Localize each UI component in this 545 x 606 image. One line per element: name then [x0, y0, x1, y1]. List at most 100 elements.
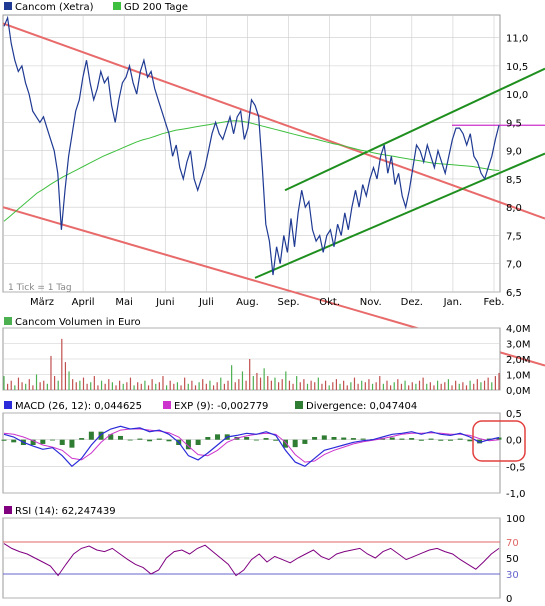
price-x-tick-label: Juli	[198, 297, 214, 308]
divergence-bar	[496, 437, 502, 440]
divergence-bar	[467, 439, 473, 442]
divergence-bar	[156, 438, 162, 440]
divergence-bar	[263, 438, 269, 440]
divergence-bar	[69, 439, 75, 448]
macd-y-tick-label: -1,0	[506, 489, 526, 500]
price-y-tick-label: 8,0	[506, 203, 522, 214]
divergence-bar	[185, 439, 191, 450]
legend-label-volume: Cancom Volumen in Euro	[15, 317, 141, 328]
divergence-bar	[399, 438, 405, 440]
divergence-bar	[244, 437, 250, 440]
divergence-bar	[282, 439, 288, 448]
divergence-bar	[389, 437, 395, 440]
price-y-tick-label: 9,0	[506, 147, 522, 158]
price-y-tick-label: 10,0	[506, 90, 528, 101]
volume-y-tick-label: 0,0M	[506, 386, 531, 397]
trendline-red-upper	[2, 22, 545, 220]
divergence-bar	[30, 439, 36, 445]
divergence-bar	[88, 431, 94, 440]
rsi-y-tick-label: 70	[506, 538, 519, 549]
legend-swatch-macd	[4, 401, 12, 409]
divergence-bar	[79, 438, 85, 440]
rsi-y-tick-label: 100	[506, 514, 525, 525]
price-y-axis: 11,0 10,5 10,0 9,5 9,0 8,5 8,0 7,5 7,0 6,5	[506, 34, 528, 299]
trendline-green-upper	[284, 67, 545, 192]
divergence-bar	[253, 439, 259, 441]
divergence-bar	[409, 438, 415, 440]
rsi-panel: 100 70 50 30 0 RSI (14): 62,247439	[2, 506, 525, 605]
macd-y-tick-label: 0,5	[506, 409, 522, 420]
price-y-tick-label: 9,5	[506, 118, 522, 129]
price-x-tick-label: April	[72, 297, 95, 308]
macd-grid	[3, 412, 500, 494]
price-y-tick-label: 8,5	[506, 175, 522, 186]
price-x-tick-label: Okt.	[319, 297, 340, 308]
divergence-bar	[50, 439, 56, 441]
volume-y-tick-label: 1,0M	[506, 371, 531, 382]
divergence-bar	[273, 439, 279, 441]
price-x-tick-label: Aug.	[236, 297, 259, 308]
price-y-tick-label: 6,5	[506, 288, 522, 299]
legend-label-divergence: Divergence: 0,047404	[306, 401, 417, 412]
divergence-bar	[292, 439, 298, 448]
legend-swatch-rsi	[4, 506, 12, 514]
price-x-tick-label: Feb.	[484, 297, 505, 308]
volume-panel: 4,0M 3,0M 2,0M 1,0M 0,0M Cancom Volumen in E…	[2, 317, 531, 397]
tick-note: 1 Tick = 1 Tag	[8, 283, 72, 293]
legend-label-macd: MACD (26, 12): 0,044625	[15, 401, 142, 412]
divergence-bar	[59, 439, 65, 445]
divergence-bar	[195, 439, 201, 445]
legend-label-rsi: RSI (14): 62,247439	[15, 506, 116, 517]
divergence-bar	[127, 439, 133, 441]
divergence-bar	[360, 438, 366, 440]
divergence-bar	[98, 431, 104, 440]
price-x-tick-label: Jan.	[443, 297, 463, 308]
price-x-tick-label: Juni	[155, 297, 174, 308]
divergence-bar	[438, 439, 444, 441]
divergence-bar	[215, 434, 221, 440]
divergence-bar	[321, 435, 327, 440]
macd-y-tick-label: 0,0	[506, 436, 522, 447]
macd-panel: 0,5 0,0 -0,5 -1,0 MACD (26, 12): 0,044625 E…	[1, 401, 526, 500]
rsi-y-tick-label: 30	[506, 570, 519, 581]
rsi-line	[3, 543, 500, 577]
legend-swatch-exp	[163, 401, 171, 409]
divergence-bar	[447, 439, 453, 441]
price-x-tick-label: Mai	[115, 297, 133, 308]
legend-swatch-price	[4, 2, 12, 10]
divergence-bar	[457, 438, 463, 440]
divergence-bar	[137, 438, 143, 440]
legend-label-price: Cancom (Xetra)	[15, 2, 94, 13]
price-x-tick-label: Dez.	[401, 297, 423, 308]
divergence-bar	[40, 439, 46, 444]
divergence-bar	[477, 439, 483, 444]
macd-y-axis: 0,5 0,0 -0,5 -1,0	[506, 409, 526, 500]
divergence-bar	[11, 439, 17, 443]
divergence-bar	[166, 439, 172, 442]
price-y-tick-label: 11,0	[506, 34, 528, 45]
rsi-y-tick-label: 0	[506, 594, 512, 605]
rsi-y-axis: 100 70 50 30 0	[506, 514, 525, 605]
divergence-bar	[302, 439, 308, 444]
price-y-tick-label: 7,0	[506, 260, 522, 271]
volume-y-tick-label: 4,0M	[506, 324, 531, 335]
divergence-bar	[312, 437, 318, 440]
divergence-bar	[108, 434, 114, 440]
legend-swatch-divergence	[295, 401, 303, 409]
price-y-tick-label: 7,5	[506, 231, 522, 242]
divergence-bar	[117, 435, 123, 440]
divergence-bar	[418, 439, 424, 441]
trendline-green-lower	[254, 152, 545, 279]
price-x-tick-label: März	[30, 297, 54, 308]
price-panel: 11,0 10,5 10,0 9,5 9,0 8,5 8,0 7,5 7,0 6,5 März Ap…	[2, 2, 545, 367]
legend-swatch-volume	[4, 317, 12, 325]
divergence-bar	[205, 437, 211, 440]
macd-line	[3, 425, 500, 468]
volume-grid	[3, 327, 500, 391]
divergence-bar	[428, 438, 434, 440]
gd200-line	[3, 120, 500, 222]
highlight-box	[472, 420, 526, 462]
volume-y-tick-label: 2,0M	[506, 355, 531, 366]
volume-y-tick-label: 3,0M	[506, 340, 531, 351]
